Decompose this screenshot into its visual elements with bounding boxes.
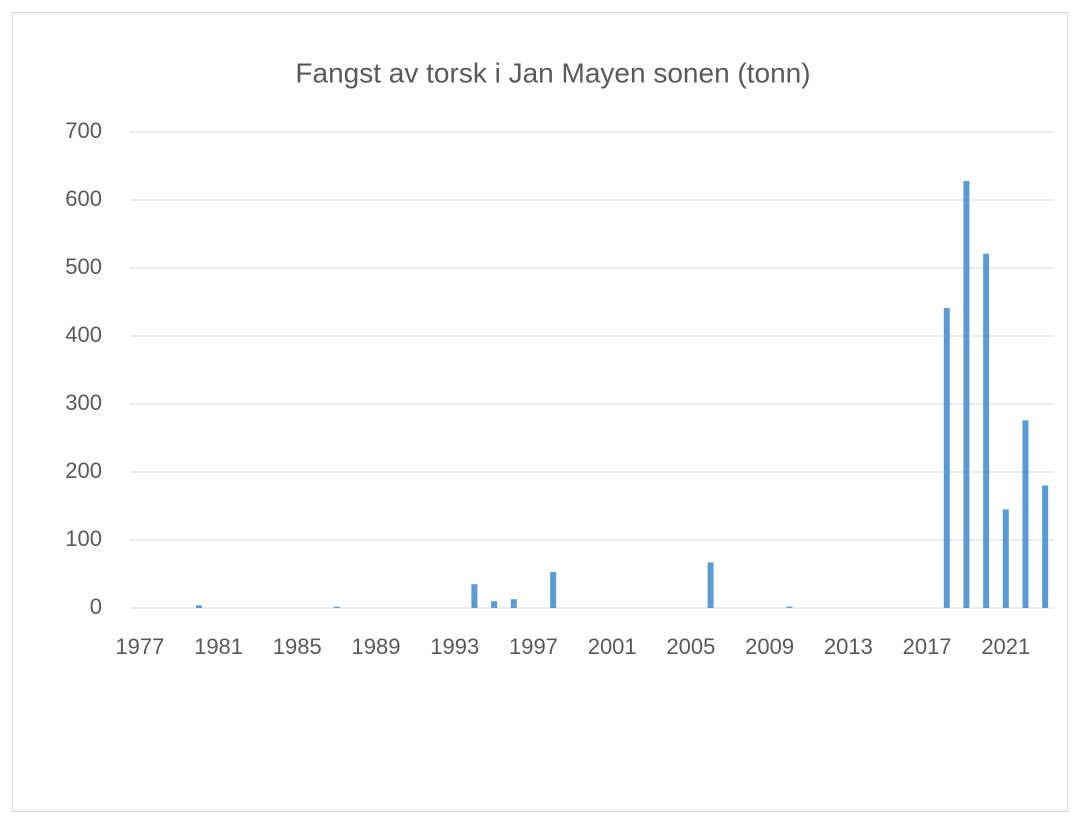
bar (1042, 485, 1049, 608)
y-tick-label: 200 (65, 458, 102, 483)
x-tick-label: 2013 (824, 634, 873, 659)
bar (943, 308, 950, 608)
x-tick-label: 1981 (194, 634, 243, 659)
bar (1022, 420, 1029, 608)
bar (983, 253, 990, 608)
x-tick-label: 2017 (903, 634, 952, 659)
bar (1002, 509, 1009, 608)
x-tick-label: 1977 (115, 634, 164, 659)
x-tick-label: 2001 (588, 634, 637, 659)
x-tick-label: 1997 (509, 634, 558, 659)
bar (786, 606, 793, 608)
y-tick-label: 500 (65, 254, 102, 279)
x-tick-label: 1993 (430, 634, 479, 659)
y-tick-label: 700 (65, 118, 102, 143)
chart-frame (12, 12, 1068, 812)
bar (195, 605, 202, 608)
bar (333, 606, 340, 608)
y-tick-label: 100 (65, 526, 102, 551)
bar (707, 562, 714, 608)
y-tick-label: 300 (65, 390, 102, 415)
x-tick-label: 2009 (745, 634, 794, 659)
x-tick-label: 2021 (981, 634, 1030, 659)
bar (963, 180, 970, 608)
y-tick-label: 0 (90, 594, 102, 619)
chart-title: Fangst av torsk i Jan Mayen sonen (tonn) (295, 57, 810, 88)
bar (471, 584, 478, 608)
bar (550, 571, 557, 608)
y-tick-label: 600 (65, 186, 102, 211)
x-tick-label: 1989 (352, 634, 401, 659)
bar (510, 599, 517, 608)
x-tick-label: 2005 (666, 634, 715, 659)
y-tick-label: 400 (65, 322, 102, 347)
x-tick-label: 1985 (273, 634, 322, 659)
bar (491, 601, 498, 608)
